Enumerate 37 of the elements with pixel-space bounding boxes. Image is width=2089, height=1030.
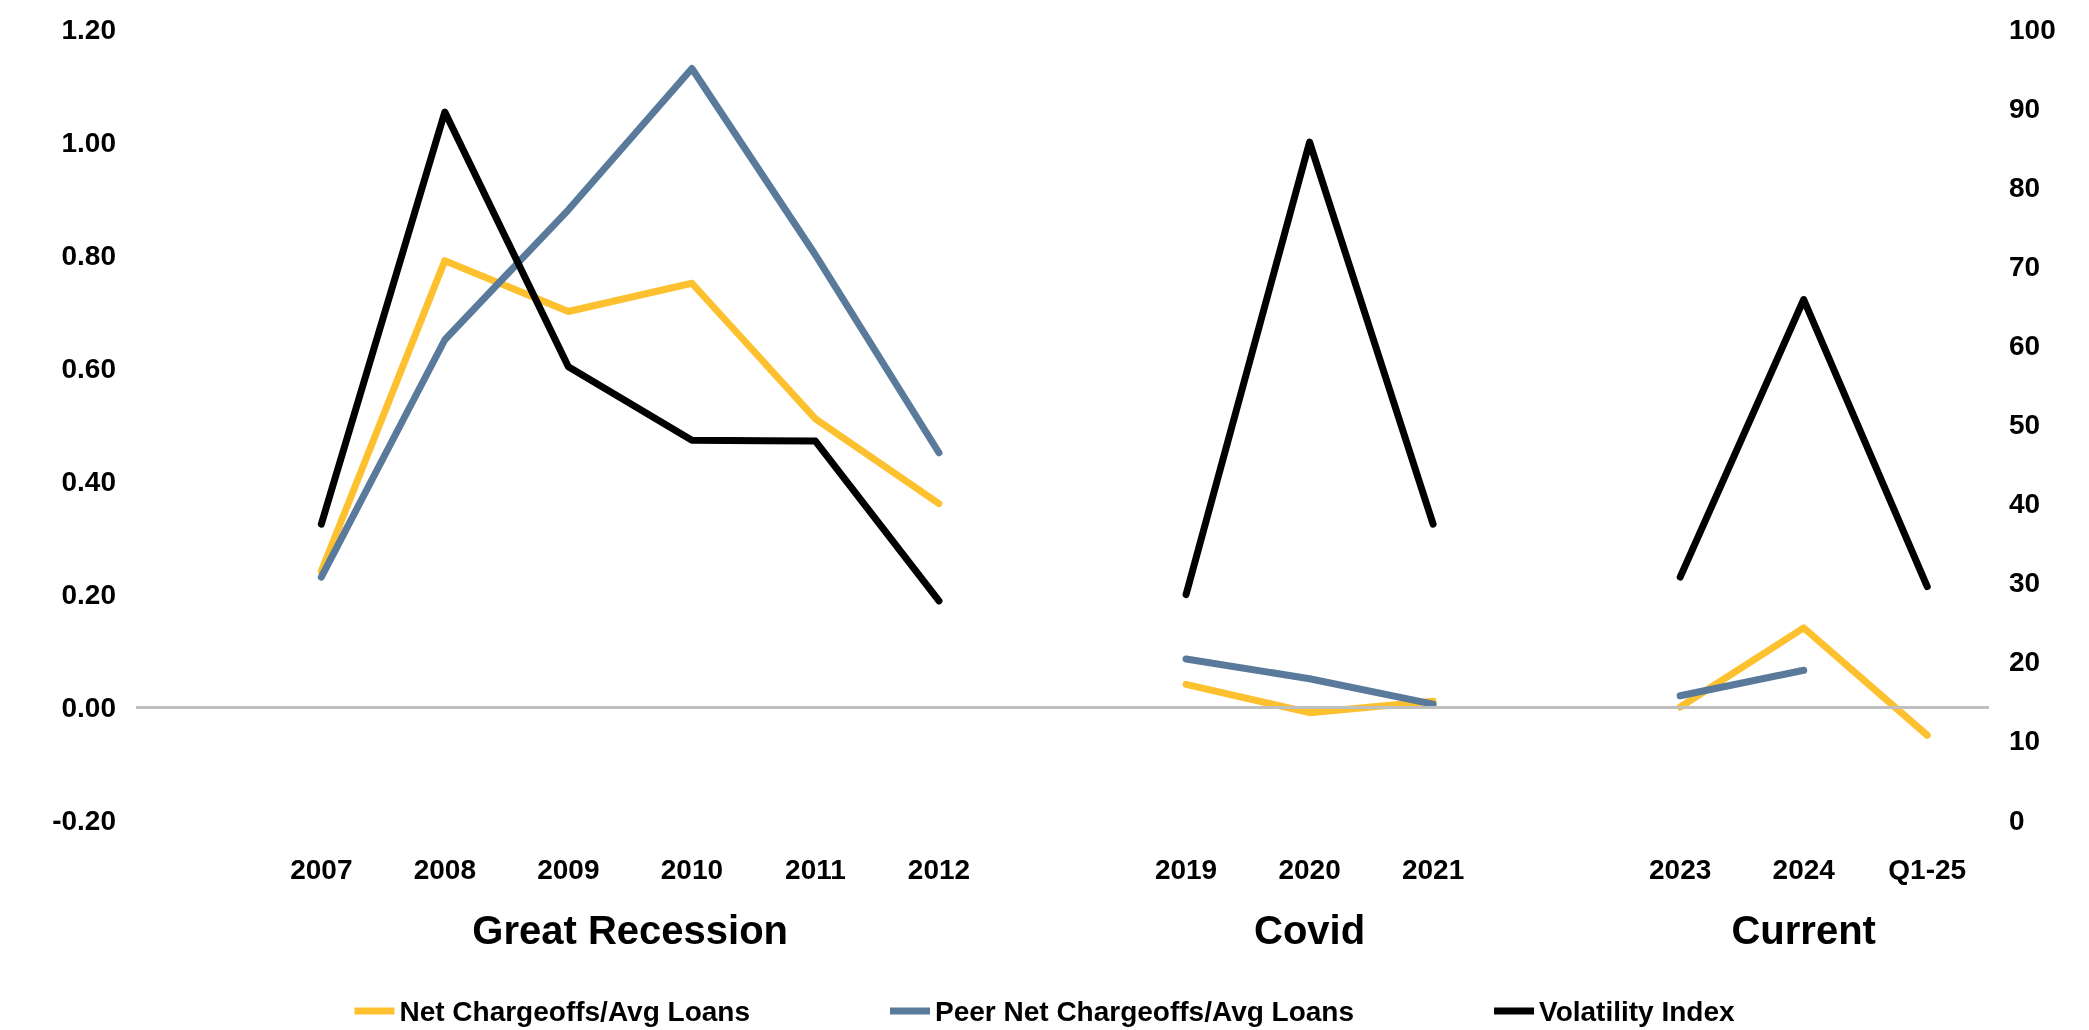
y-tick-label: 1.20	[61, 13, 116, 45]
y2-tick-label: 100	[2009, 13, 2056, 45]
y2-tick-label: 20	[2009, 646, 2041, 678]
x-tick-label: 2007	[290, 853, 353, 885]
x-tick-label: 2009	[537, 853, 600, 885]
x-tick-label: 2012	[907, 853, 971, 885]
y-tick-label: 0.80	[61, 239, 116, 271]
y2-tick-label: 60	[2009, 329, 2041, 361]
y-tick-label: 0.40	[61, 465, 116, 497]
text: Great Recession	[472, 908, 788, 952]
y-tick-label: 0.20	[61, 578, 116, 610]
legend-label: Volatility Index	[1539, 995, 1735, 1027]
y2-tick-label: 40	[2009, 488, 2041, 520]
x-tick-label: 2020	[1278, 853, 1341, 885]
x-tick-label: 2021	[1401, 853, 1465, 885]
x-tick-label: Q1-25	[1888, 853, 1967, 885]
x-tick-label: 2010	[660, 853, 724, 885]
y-tick-label: 0.60	[61, 352, 116, 384]
text: Covid	[1254, 908, 1366, 952]
legend-label: Net Chargeoffs/Avg Loans	[399, 995, 750, 1027]
x-tick-label: 2019	[1154, 853, 1218, 885]
y-tick-label: 0.00	[61, 691, 116, 723]
y-tick-label: 1.00	[61, 126, 116, 158]
y2-tick-label: 30	[2009, 567, 2041, 599]
y2-tick-label: 70	[2009, 250, 2041, 282]
x-tick-label: 2023	[1649, 853, 1712, 885]
x-tick-label: 2011	[785, 853, 846, 885]
x-tick-label: 2024	[1772, 853, 1836, 885]
y2-tick-label: 50	[2009, 409, 2041, 440]
y2-tick-label: 0	[2009, 804, 2025, 836]
y2-tick-label: 80	[2009, 171, 2041, 203]
x-tick-label: 2008	[413, 853, 476, 885]
y2-tick-label: 90	[2009, 92, 2041, 124]
legend-label: Peer Net Chargeoffs/Avg Loans	[934, 995, 1355, 1027]
y-tick-label: -0.20	[52, 804, 116, 836]
y2-tick-label: 10	[2009, 725, 2041, 757]
text: Current	[1731, 908, 1876, 952]
